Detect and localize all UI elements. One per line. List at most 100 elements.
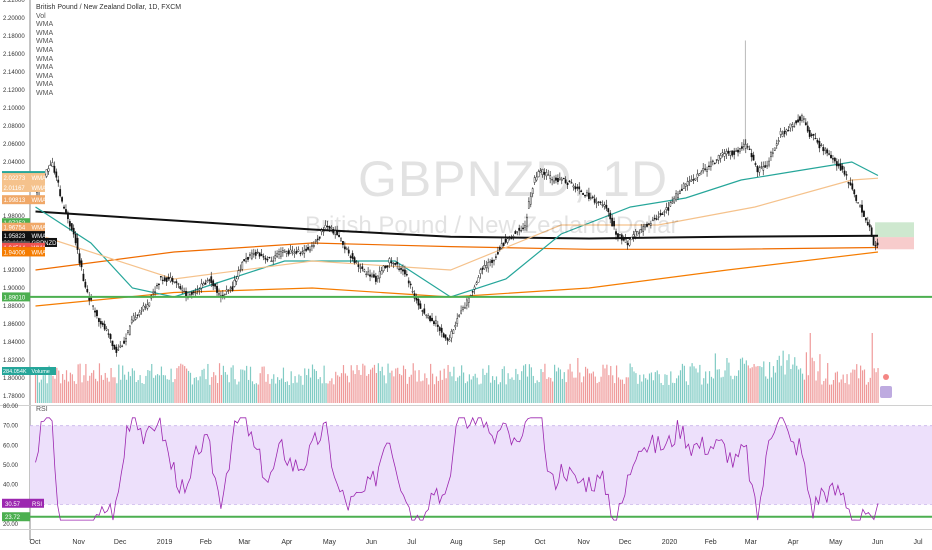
volume-bar <box>552 381 554 403</box>
price-label[interactable] <box>2 222 30 232</box>
volume-bar <box>306 375 308 403</box>
time-axis-tick: Dec <box>114 539 127 546</box>
volume-bar <box>817 371 819 403</box>
candle <box>285 251 288 254</box>
volume-bar <box>707 383 709 403</box>
candle <box>316 238 319 241</box>
candle <box>733 150 736 155</box>
candle <box>746 146 749 148</box>
indicator-wma[interactable]: WMA <box>36 81 54 89</box>
rsi-band <box>30 425 932 505</box>
price-label[interactable] <box>2 173 30 183</box>
volume-bar <box>557 367 560 403</box>
volume-bar <box>832 380 835 403</box>
volume-bar <box>672 382 674 403</box>
volume-bar <box>389 372 391 403</box>
volume-bar <box>621 379 623 403</box>
volume-bar <box>610 365 612 403</box>
volume-bar <box>861 370 864 403</box>
candle <box>241 261 244 270</box>
price-label[interactable] <box>2 182 30 192</box>
volume-bar <box>65 370 68 403</box>
candle <box>347 249 350 254</box>
candle <box>369 274 371 277</box>
time-axis-tick: Oct <box>30 539 41 546</box>
candle <box>638 232 641 234</box>
indicator-wma[interactable]: WMA <box>36 29 54 37</box>
rsi-axis-tick: 50.00 <box>3 463 19 469</box>
volume-bar <box>435 376 438 403</box>
price-label[interactable] <box>2 195 30 205</box>
candle <box>301 251 304 254</box>
volume-bar <box>503 366 505 403</box>
indicator-wma[interactable]: WMA <box>36 64 54 72</box>
candle <box>572 185 575 188</box>
candle <box>653 217 656 220</box>
stop-zone-box <box>875 237 914 250</box>
candle <box>394 263 397 265</box>
candle <box>467 297 470 303</box>
volume-bar <box>277 377 279 403</box>
candle <box>680 188 683 191</box>
volume-bar <box>69 372 71 403</box>
candle <box>376 275 379 280</box>
price-axis-tick: 2.14000 <box>3 70 25 76</box>
volume-bar <box>300 375 302 403</box>
price-label[interactable] <box>2 292 30 302</box>
volume-bar <box>511 377 513 403</box>
volume-bar <box>395 368 397 403</box>
volume-bar <box>480 383 482 403</box>
flag-icon[interactable] <box>883 374 889 380</box>
indicator-wma[interactable]: WMA <box>36 72 54 80</box>
candle <box>741 146 743 149</box>
candle <box>766 165 768 167</box>
rsi-value-tag-text: RSI <box>32 502 42 508</box>
candle <box>156 284 158 287</box>
volume-bar <box>486 372 488 403</box>
volume-bar <box>513 379 515 403</box>
indicator-wma[interactable]: WMA <box>36 38 54 46</box>
indicator-wma[interactable]: WMA <box>36 21 54 29</box>
volume-bar <box>321 383 323 403</box>
candle <box>167 276 170 280</box>
candle <box>471 291 474 293</box>
volume-bar <box>776 359 778 403</box>
indicator-wma[interactable]: WMA <box>36 55 54 63</box>
candle <box>431 317 433 322</box>
price-label[interactable] <box>2 231 30 241</box>
rsi-value-label[interactable] <box>2 498 30 508</box>
candle <box>283 250 286 253</box>
volume-bar <box>48 365 50 403</box>
price-label-tag-text: WMA <box>32 186 47 192</box>
volume-label[interactable] <box>2 367 30 375</box>
price-label[interactable] <box>2 247 30 257</box>
rsi-title[interactable]: RSI <box>36 406 48 413</box>
symbol-title[interactable]: British Pound / New Zealand Dollar, 1D, … <box>36 4 182 11</box>
candle <box>440 327 443 333</box>
volume-bar <box>153 377 155 403</box>
indicator-vol[interactable]: Vol <box>36 12 46 20</box>
volume-bar <box>422 380 424 403</box>
candle <box>388 258 391 264</box>
indicator-wma[interactable]: WMA <box>36 89 54 97</box>
candle <box>144 306 147 308</box>
candle <box>477 277 480 283</box>
candle <box>423 308 426 314</box>
candle <box>591 196 594 198</box>
volume-bar <box>83 375 85 403</box>
candle <box>545 172 548 177</box>
rsi-value-text: 30.57 <box>5 502 21 508</box>
indicator-wma[interactable]: WMA <box>36 46 54 54</box>
volume-bar <box>666 374 668 403</box>
volume-bar <box>798 369 800 403</box>
volume-bar <box>459 375 461 403</box>
candle <box>78 253 81 264</box>
candle <box>328 226 331 229</box>
volume-bar <box>373 364 376 403</box>
volume-bar <box>333 384 335 403</box>
rsi-line-label[interactable] <box>2 512 30 522</box>
emoji-icon[interactable] <box>880 386 892 398</box>
candle <box>177 283 180 285</box>
candle <box>251 252 253 259</box>
